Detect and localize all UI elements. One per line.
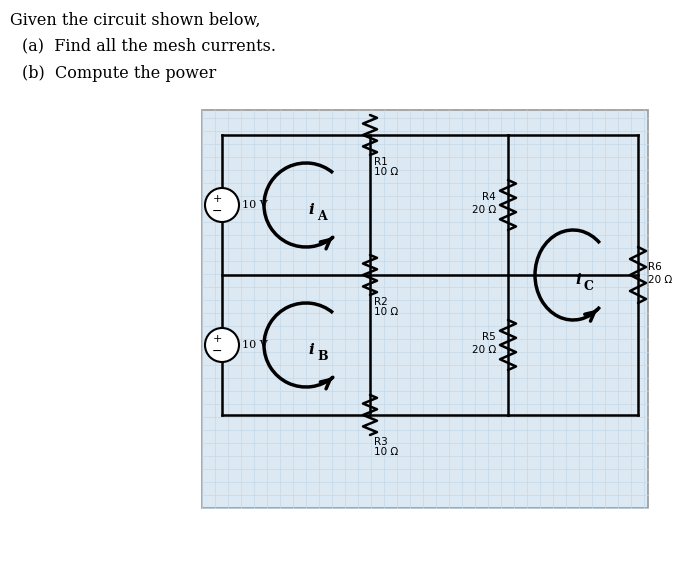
Circle shape	[205, 328, 239, 362]
Text: −: −	[212, 205, 222, 218]
Text: 10 Ω: 10 Ω	[374, 167, 398, 177]
Text: 10 V: 10 V	[242, 200, 267, 210]
Text: 10 V: 10 V	[242, 340, 267, 350]
Text: R1: R1	[374, 157, 388, 167]
Text: (a)  Find all the mesh currents.: (a) Find all the mesh currents.	[22, 37, 276, 54]
Text: −: −	[212, 344, 222, 357]
Text: Given the circuit shown below,: Given the circuit shown below,	[10, 12, 261, 29]
Text: +: +	[213, 194, 221, 204]
Text: i: i	[575, 273, 581, 287]
Text: R4: R4	[482, 192, 496, 202]
Text: C: C	[584, 280, 594, 294]
Text: B: B	[317, 351, 328, 364]
Text: 20 Ω: 20 Ω	[648, 275, 672, 285]
Text: R2: R2	[374, 297, 388, 307]
Text: 10 Ω: 10 Ω	[374, 307, 398, 317]
Text: +: +	[213, 334, 221, 344]
Text: 20 Ω: 20 Ω	[472, 205, 496, 215]
Text: 20 Ω: 20 Ω	[472, 345, 496, 355]
Text: R3: R3	[374, 437, 388, 447]
Text: R6: R6	[648, 262, 661, 272]
Text: i: i	[308, 343, 313, 357]
Text: (b)  Compute the power: (b) Compute the power	[22, 65, 216, 82]
Text: R5: R5	[482, 332, 496, 342]
Circle shape	[205, 188, 239, 222]
FancyBboxPatch shape	[202, 110, 648, 508]
Text: i: i	[308, 203, 313, 217]
Text: A: A	[317, 210, 327, 223]
Text: 10 Ω: 10 Ω	[374, 447, 398, 457]
